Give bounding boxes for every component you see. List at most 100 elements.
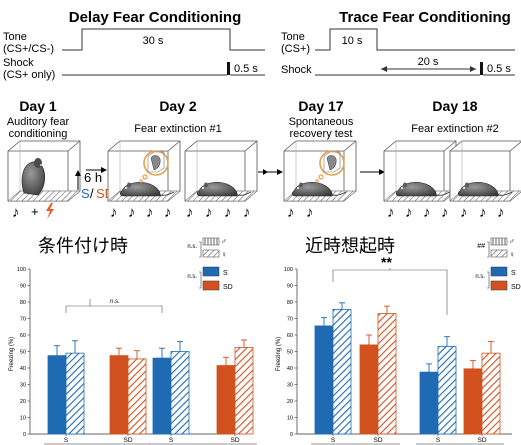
male-bar [152, 357, 172, 435]
tone-note-icon: ♪ [306, 204, 314, 221]
delay-tone-trace [62, 28, 265, 51]
legend-male-swatch [202, 237, 220, 246]
legend-female-symbol: ♀ [509, 250, 515, 259]
chart1-title: 条件付け時 [38, 236, 128, 257]
legend-s-label: S [223, 270, 228, 277]
trace-tone-sublabel: (CS+) [281, 43, 310, 55]
male-bar [463, 368, 483, 435]
trace-interval: 20 s [418, 56, 439, 68]
trace-protocol: Trace Fear Conditioning Tone (CS+) 10 s … [281, 9, 515, 76]
delay-title: Delay Fear Conditioning [69, 9, 242, 26]
day18-title: Day 18 [432, 98, 477, 114]
tone-note-icon: ♪ [441, 204, 449, 221]
chart2-legend: ## ♂ ♀ n.s. S SD [475, 237, 520, 291]
x-tick-label: S [331, 437, 336, 444]
arrow-day2-day17 [277, 169, 283, 175]
trace-tone-trace [315, 28, 515, 51]
x-tick-label: SD [230, 437, 239, 444]
y-tick-label: 30 [287, 383, 293, 389]
male-bar [314, 325, 334, 435]
delay-shock-sublabel: (CS+ only) [3, 69, 55, 81]
legend-male-symbol: ♂ [509, 237, 515, 246]
legend-sd-swatch [202, 280, 220, 291]
day17-cage [283, 140, 357, 202]
x-tick-label: SD [373, 437, 382, 444]
tone-note-icon: ♪ [110, 204, 118, 221]
day2-title: Day 2 [159, 98, 197, 114]
tone-note-icon: ♪ [460, 204, 468, 221]
tone-note-icon: ♪ [224, 204, 232, 221]
y-tick-label: 10 [287, 416, 293, 422]
tone-note-icon: ♪ [405, 204, 413, 221]
tone-note-icon: ♪ [497, 204, 505, 221]
day17-desc-line1: Spontaneous [289, 116, 354, 128]
male-bar [216, 365, 236, 435]
y-tick-label: 70 [287, 317, 293, 323]
chart2-ylabel: Freezing (%) [276, 337, 282, 371]
male-bar [359, 344, 379, 435]
y-tick-label: 80 [20, 300, 26, 306]
day18-cage-2 [449, 140, 521, 202]
y-tick-label: 100 [284, 267, 293, 273]
tone-note-icon: ♪ [164, 204, 172, 221]
tone-note-icon: ♪ [146, 204, 154, 221]
y-tick-label: 30 [20, 383, 26, 389]
chart2-legend-ns: n.s. [475, 274, 485, 280]
day18-tones: ♪ ♪ ♪ ♪ ♪ ♪ ♪ [387, 204, 505, 221]
trace-tone-duration: 10 s [342, 35, 363, 47]
delay-tone-label: Tone [3, 31, 27, 43]
x-tick-label: S [169, 437, 174, 444]
chart1-legend-ns: n.s. [187, 244, 197, 250]
day2-cage-2 [184, 140, 258, 202]
female-bar [377, 313, 397, 435]
day2-cage-1 [107, 140, 181, 202]
tone-note-icon: ♪ [205, 204, 213, 221]
trace-title: Trace Fear Conditioning [339, 9, 511, 26]
day1-desc-line2: conditioning [9, 128, 68, 140]
y-tick-label: 10 [20, 416, 26, 422]
legend-sd-label: SD [511, 284, 521, 291]
chart2-axes: 0102030405060708090100SSDSSDDelayTrace [284, 267, 512, 445]
y-tick-label: 70 [20, 317, 26, 323]
shock-bolt-icon [46, 203, 54, 219]
group-s: S [81, 186, 90, 201]
chart1-legend: n.s. ♂ ♀ n.s. S SD [187, 237, 232, 291]
y-tick-label: 0 [290, 432, 293, 438]
legend-female-swatch [202, 249, 220, 258]
male-bar [47, 355, 67, 435]
chart1-ns: n.s. [110, 299, 120, 305]
day18-desc: Fear extinction #2 [411, 123, 498, 135]
tone-note-icon: ♪ [423, 204, 431, 221]
y-tick-label: 50 [287, 350, 293, 356]
chart2-legend-hash: ## [477, 243, 485, 250]
tone-note-icon: ♪ [479, 204, 487, 221]
chart2-title: 近時想起時 [305, 236, 395, 257]
legend-male-swatch [490, 237, 508, 246]
y-tick-label: 90 [287, 284, 293, 290]
delay-tone-sublabel: (CS+/CS-) [3, 43, 54, 55]
tone-note-icon: ♪ [186, 204, 194, 221]
y-tick-label: 50 [20, 350, 26, 356]
trace-tone-label: Tone [281, 31, 305, 43]
y-tick-label: 40 [20, 366, 26, 372]
trace-shock-label: Shock [281, 64, 312, 76]
chart2-double-star: ** [381, 254, 392, 270]
legend-female-swatch [490, 249, 508, 258]
y-tick-label: 20 [20, 399, 26, 405]
delay-6h: 6 h [84, 170, 102, 185]
female-bar [170, 351, 190, 435]
day2-tones: ♪ ♪ ♪ ♪ ♪ ♪ ♪ ♪ [110, 204, 251, 221]
female-bar [127, 358, 147, 435]
delay-shock-duration: 0.5 s [234, 63, 258, 75]
day1-cage [7, 140, 81, 202]
delay-protocol: Delay Fear Conditioning Tone (CS+/CS-) 3… [3, 9, 265, 81]
tone-note-icon: ♪ [12, 204, 20, 221]
arrow-day17-day18 [379, 169, 385, 175]
chart1-bars [47, 339, 254, 435]
arrow-day1-day2 [101, 167, 107, 173]
delay-shock-label: Shock [3, 57, 34, 69]
tone-note-icon: ♪ [243, 204, 251, 221]
plus-sign: + [31, 204, 39, 219]
day2-desc: Fear extinction #1 [134, 123, 221, 135]
